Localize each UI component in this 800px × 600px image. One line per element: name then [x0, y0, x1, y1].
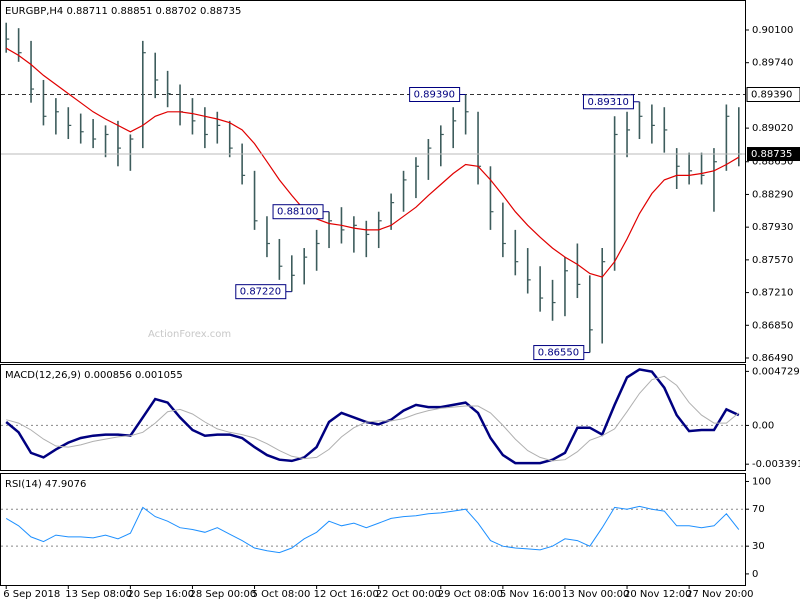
annotation-box: [582, 94, 634, 110]
annotation-label: 0.87220: [240, 287, 281, 298]
panel-title: MACD(12,26,9) 0.000856 0.001055: [5, 370, 183, 381]
x-tick-label: 13 Nov 00:00: [562, 589, 629, 600]
annotation-box: [272, 204, 324, 220]
panel-title: RSI(14) 47.9076: [5, 479, 86, 490]
x-tick-label: 27 Nov 20:00: [686, 589, 753, 600]
panel-title: EURGBP,H4 0.88711 0.88851 0.88702 0.8873…: [5, 6, 241, 17]
y-tick-label: 0.00: [752, 420, 774, 431]
y-tick-label: 70: [752, 504, 765, 515]
moving-average: [5, 47, 740, 278]
annotation-box: [533, 345, 585, 361]
x-tick-label: 28 Sep 00:00: [189, 589, 256, 600]
x-tick-label: 13 Sep 08:00: [65, 589, 132, 600]
annotation-label: 0.88100: [277, 207, 318, 218]
x-tick-label: 12 Oct 16:00: [314, 589, 379, 600]
x-tick-label: 5 Nov 16:00: [500, 589, 561, 600]
annotation-label: 0.86550: [538, 348, 579, 359]
y-tick-label: 30: [752, 541, 765, 552]
y-tick-label: 0.87570: [752, 255, 793, 266]
x-tick-label: 29 Oct 08:00: [438, 589, 503, 600]
panel-frame: [0, 364, 746, 471]
y-tick-label: -0.003391: [752, 459, 800, 470]
y-tick-label: 0.88650: [752, 157, 793, 168]
annotation-box: [235, 284, 287, 300]
y-tick-label: 0.87930: [752, 222, 793, 233]
y-tick-label: 100: [752, 476, 771, 487]
y-tick-label: 0.86850: [752, 320, 793, 331]
panel-frame: [0, 0, 746, 363]
y-tick-label: 0.86490: [752, 353, 793, 364]
y-tick-label: 0.004729: [752, 366, 800, 377]
y-tick-label: 0.87210: [752, 288, 793, 299]
panel-frame: [0, 473, 746, 586]
x-tick-label: 22 Oct 00:00: [376, 589, 441, 600]
level-label-box: [746, 86, 800, 102]
x-tick-label: 20 Sep 16:00: [127, 589, 194, 600]
indicator-line: [6, 375, 740, 462]
x-tick-label: 6 Sep 2018: [3, 589, 60, 600]
annotation-box: [409, 86, 461, 102]
y-tick-label: 0.90100: [752, 25, 793, 36]
y-tick-label: 0.89740: [752, 58, 793, 69]
indicator-line: [5, 505, 740, 554]
y-tick-label: 0.89020: [752, 123, 793, 134]
x-tick-label: 5 Oct 08:00: [252, 589, 311, 600]
x-tick-label: 20 Nov 12:00: [624, 589, 691, 600]
watermark: ActionForex.com: [148, 329, 231, 340]
annotation-label: 0.89310: [587, 97, 628, 108]
y-tick-label: 0: [752, 569, 758, 580]
last-price-box: [747, 147, 800, 162]
level-label: 0.89390: [751, 89, 792, 100]
annotation-label: 0.89390: [414, 89, 455, 100]
y-tick-label: 0.88290: [752, 189, 793, 200]
last-price-label: 0.88735: [751, 149, 792, 160]
